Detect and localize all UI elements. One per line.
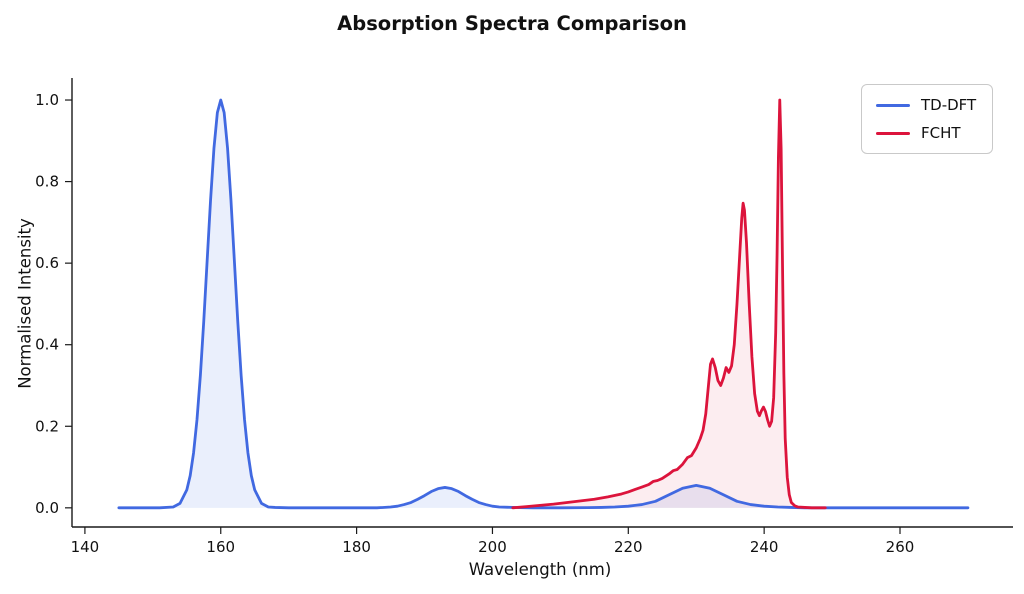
legend-item-fcht: FCHT <box>876 124 976 142</box>
x-tick-label: 200 <box>478 538 507 556</box>
series-line-td-dft <box>117 98 970 510</box>
series-lines <box>117 98 970 510</box>
series-fill-fcht <box>512 100 826 508</box>
legend: TD-DFT FCHT <box>861 84 994 154</box>
legend-line-swatch <box>876 131 910 135</box>
y-tick-label: 0.2 <box>35 417 59 435</box>
legend-item-td-dft: TD-DFT <box>876 96 976 114</box>
y-tick-label: 1.0 <box>35 91 59 109</box>
y-tick-label: 0.6 <box>35 254 59 272</box>
series-fill-td-dft <box>118 100 968 508</box>
y-axis-ticks: 0.0 0.2 0.4 0.6 0.8 1.0 <box>35 91 72 517</box>
legend-label: FCHT <box>921 124 961 142</box>
x-tick-label: 240 <box>750 538 779 556</box>
x-tick-label: 140 <box>71 538 100 556</box>
y-tick-label: 0.8 <box>35 173 59 191</box>
series-fill-areas <box>118 100 968 508</box>
y-tick-label: 0.4 <box>35 336 59 354</box>
series-line-fcht <box>511 98 827 510</box>
y-tick-label: 0.0 <box>35 499 59 517</box>
x-tick-label: 220 <box>614 538 643 556</box>
x-tick-label: 260 <box>886 538 915 556</box>
x-tick-label: 160 <box>206 538 235 556</box>
legend-label: TD-DFT <box>921 96 977 114</box>
legend-line-swatch <box>876 103 910 107</box>
chart-title: Absorption Spectra Comparison <box>337 12 687 35</box>
x-axis-ticks: 140 160 180 200 220 240 260 <box>71 527 915 556</box>
x-tick-label: 180 <box>342 538 371 556</box>
x-axis-label: Wavelength (nm) <box>468 560 612 579</box>
